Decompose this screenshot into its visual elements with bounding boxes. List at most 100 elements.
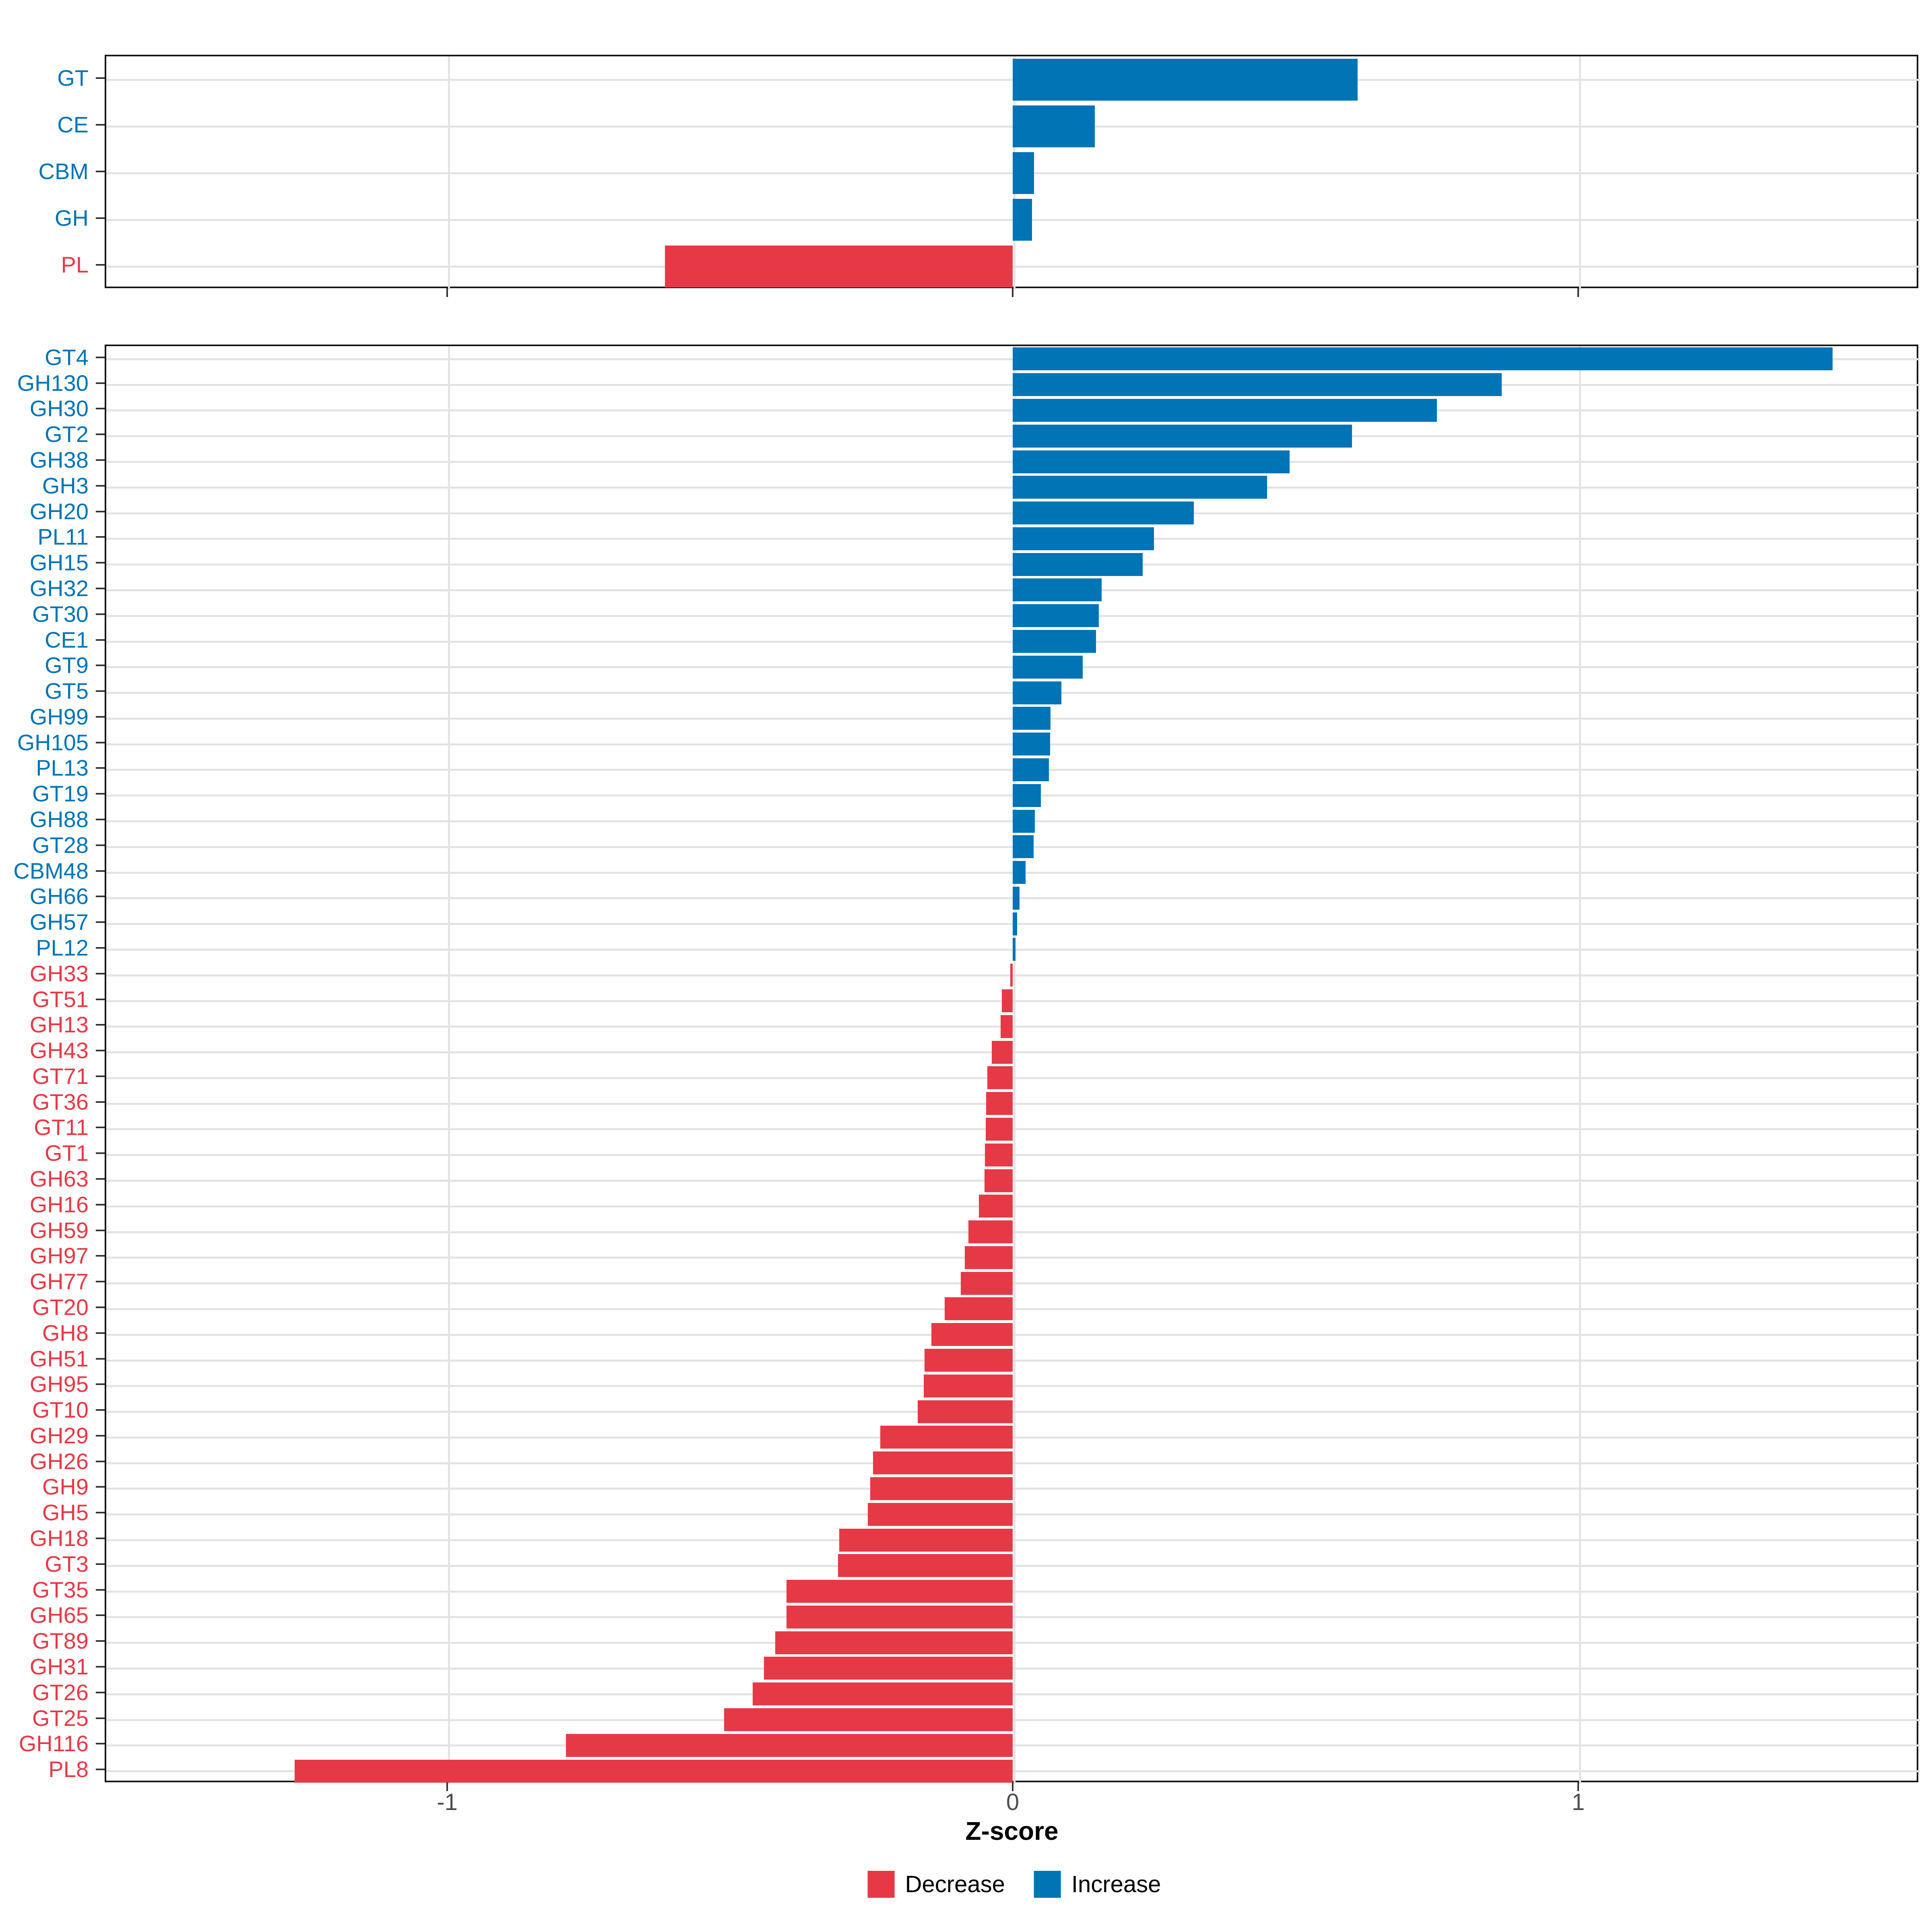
- ytick-GT25: [96, 1717, 105, 1719]
- ytick-GH130: [96, 382, 105, 384]
- ytick-label-GH31: GH31: [29, 1654, 89, 1679]
- ytick-label-GH32: GH32: [29, 576, 89, 601]
- gridline-row-GH51: [106, 1360, 1920, 1362]
- ytick-CBM48: [96, 870, 105, 872]
- gridline-row-GT71: [106, 1077, 1920, 1079]
- ytick-label-GH88: GH88: [29, 807, 89, 832]
- gridline-row-GH9: [106, 1488, 1920, 1490]
- ytick-GH99: [96, 716, 105, 718]
- bar-GH77: [961, 1272, 1013, 1295]
- bar-GH9: [870, 1477, 1013, 1500]
- ytick-GH31: [96, 1666, 105, 1668]
- bar-CE1: [1013, 630, 1096, 653]
- ytick-label-GT89: GT89: [32, 1628, 89, 1653]
- ytick-GH9: [96, 1486, 105, 1488]
- ytick-GH97: [96, 1255, 105, 1257]
- ytick-label-PL11: PL11: [37, 524, 89, 549]
- ytick-label-GH99: GH99: [29, 704, 89, 729]
- gridline-row-GH26: [106, 1462, 1920, 1464]
- bar-GT30: [1013, 604, 1099, 627]
- gridline-row-GH95: [106, 1385, 1920, 1387]
- gridline-row-GT20: [106, 1308, 1920, 1310]
- gridline-row-GT89: [106, 1642, 1920, 1644]
- gridline-row-GH31: [106, 1668, 1920, 1670]
- ytick-GT30: [96, 613, 105, 615]
- ytick-GH16: [96, 1204, 105, 1205]
- ytick-GH32: [96, 588, 105, 589]
- ytick-CBM: [96, 171, 105, 172]
- gridline-row-GT26: [106, 1693, 1920, 1695]
- bar-GH65: [786, 1606, 1013, 1629]
- bar-GH29: [880, 1426, 1013, 1449]
- x-axis-title: Z-score: [965, 1816, 1059, 1845]
- ytick-label-GH: GH: [55, 205, 89, 231]
- ytick-label-GH30: GH30: [29, 396, 89, 421]
- bar-GT4: [1013, 347, 1833, 370]
- gridline-row-GT51: [106, 1000, 1920, 1002]
- gridline-x--1: [448, 346, 450, 1784]
- ytick-label-GH65: GH65: [29, 1602, 89, 1628]
- bar-GT5: [1013, 681, 1061, 704]
- ytick-GH38: [96, 459, 105, 461]
- ytick-label-GH63: GH63: [29, 1166, 89, 1191]
- bar-GT2: [1013, 425, 1352, 448]
- ytick-label-GH105: GH105: [17, 730, 89, 755]
- ytick-label-GT11: GT11: [34, 1115, 89, 1140]
- ytick-label-GT1: GT1: [45, 1140, 89, 1166]
- bar-GT89: [775, 1631, 1013, 1654]
- bar-GH105: [1013, 733, 1050, 755]
- bar-GH31: [764, 1657, 1013, 1680]
- ytick-GH65: [96, 1614, 105, 1616]
- bar-GT35: [786, 1580, 1013, 1603]
- ytick-label-GT36: GT36: [32, 1089, 89, 1115]
- ytick-PL12: [96, 947, 105, 949]
- xtick-0-panel1: [1012, 1782, 1013, 1791]
- ytick-GT: [96, 77, 105, 79]
- ytick-label-GH43: GH43: [29, 1038, 89, 1063]
- gridline-row-GH59: [106, 1231, 1920, 1233]
- panel-enzyme-class: [105, 55, 1920, 290]
- panel-cazyme-family: [105, 345, 1920, 1784]
- ytick-GT19: [96, 793, 105, 795]
- ytick-PL13: [96, 767, 105, 769]
- gridline-row-GH77: [106, 1282, 1920, 1284]
- bar-CBM: [1013, 152, 1034, 194]
- bar-GT19: [1013, 784, 1041, 807]
- gridline-row-GH29: [106, 1437, 1920, 1439]
- bar-GH15: [1013, 553, 1143, 576]
- ytick-label-GH29: GH29: [29, 1423, 89, 1448]
- ytick-label-GH9: GH9: [42, 1474, 89, 1499]
- ytick-GH30: [96, 408, 105, 409]
- ytick-GT35: [96, 1589, 105, 1591]
- gridline-row-GH18: [106, 1539, 1920, 1541]
- ytick-label-GT26: GT26: [32, 1680, 89, 1705]
- ytick-GT20: [96, 1307, 105, 1308]
- bar-PL11: [1013, 527, 1154, 550]
- ytick-label-CBM48: CBM48: [13, 858, 89, 883]
- ytick-label-PL12: PL12: [36, 935, 89, 960]
- bar-GH97: [965, 1246, 1013, 1269]
- ytick-GT26: [96, 1692, 105, 1693]
- xtick-label-1: 1: [1571, 1789, 1585, 1815]
- xtick-label--1: -1: [437, 1789, 458, 1815]
- ytick-label-GT9: GT9: [45, 652, 89, 678]
- bar-GT25: [724, 1708, 1013, 1731]
- ytick-label-GH51: GH51: [29, 1346, 89, 1371]
- bar-GH43: [992, 1041, 1013, 1064]
- ytick-GT51: [96, 999, 105, 1000]
- ytick-GT71: [96, 1075, 105, 1077]
- ytick-GT5: [96, 690, 105, 692]
- ytick-CE: [96, 124, 105, 126]
- bar-GH3: [1013, 476, 1267, 499]
- ytick-GH66: [96, 896, 105, 897]
- bar-GH116: [566, 1734, 1013, 1757]
- bar-CBM48: [1013, 861, 1026, 884]
- bar-GT36: [986, 1092, 1013, 1115]
- ytick-label-GT19: GT19: [32, 781, 89, 806]
- gridline-row-GH13: [106, 1026, 1920, 1028]
- ytick-GH20: [96, 511, 105, 512]
- legend-item-decrease: Decrease: [867, 1871, 1005, 1898]
- legend-swatch-decrease: [867, 1871, 895, 1898]
- ytick-GT36: [96, 1101, 105, 1103]
